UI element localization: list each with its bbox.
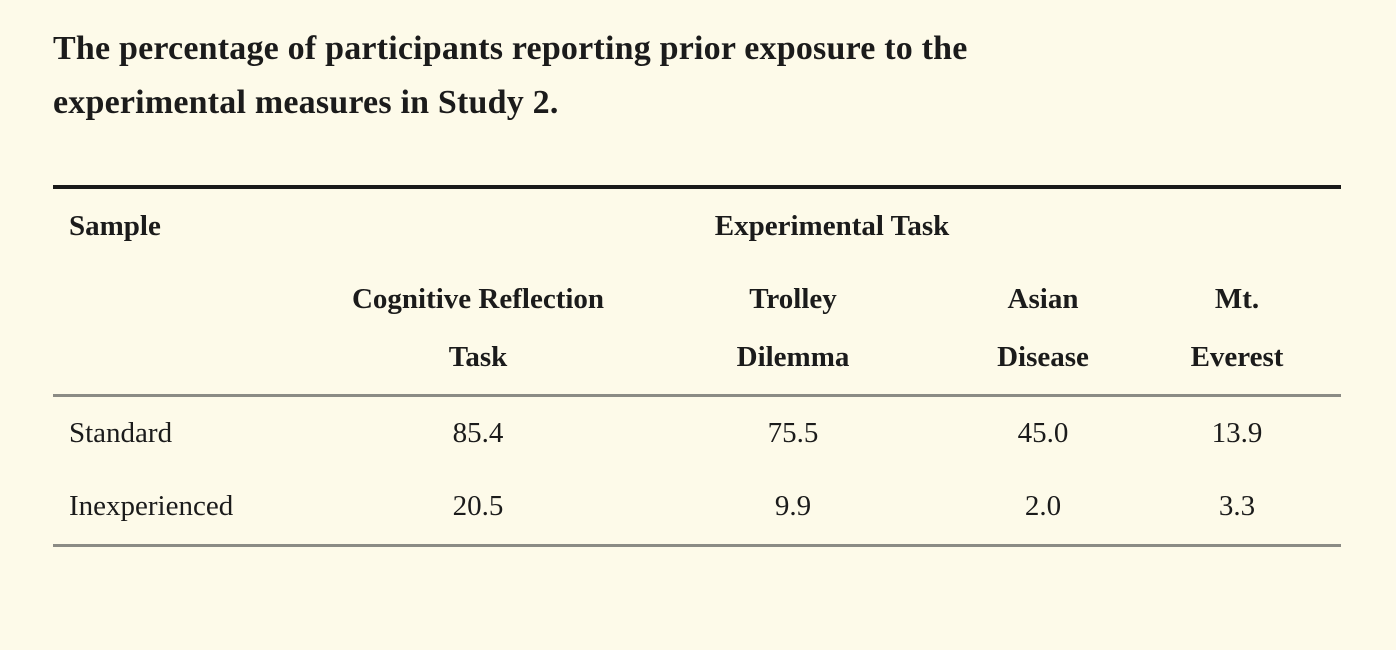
cell-value: 13.9 bbox=[1211, 416, 1263, 449]
cell-value: 75.5 bbox=[767, 416, 819, 449]
column-header-line: Disease bbox=[997, 341, 1089, 374]
column-header-line: Cognitive Reflection bbox=[351, 283, 605, 316]
cell-value: 45.0 bbox=[1017, 416, 1069, 449]
group-header: Experimental Task bbox=[714, 209, 950, 242]
table-row-inexperienced: Inexperienced 20.5 9.9 2.0 3.3 bbox=[53, 470, 1342, 545]
table-header: Sample Experimental Task Cognitive Refle… bbox=[53, 187, 1342, 395]
row-label: Inexperienced bbox=[69, 490, 234, 523]
row-label: Standard bbox=[69, 416, 173, 449]
column-header-line: Task bbox=[448, 341, 508, 374]
cell-value: 3.3 bbox=[1218, 490, 1256, 523]
cell-value: 9.9 bbox=[774, 490, 812, 523]
caption-line-1: The percentage of participants reporting… bbox=[53, 30, 968, 67]
column-header-line: Asian bbox=[1007, 283, 1079, 316]
cell-value: 20.5 bbox=[452, 490, 504, 523]
column-header-mt-everest: Mt. Everest bbox=[1133, 263, 1341, 395]
group-header-row: Sample Experimental Task bbox=[53, 187, 1342, 263]
column-header-cognitive-reflection-task: Cognitive Reflection Task bbox=[323, 263, 633, 395]
exposure-table: Sample Experimental Task Cognitive Refle… bbox=[53, 185, 1342, 547]
table-caption: The percentage of participants reporting… bbox=[53, 22, 1396, 130]
cell-value: 85.4 bbox=[452, 416, 504, 449]
column-header-line: Everest bbox=[1190, 341, 1284, 374]
table-body: Standard 85.4 75.5 45.0 13.9 Inexperienc… bbox=[53, 395, 1342, 545]
column-header-trolley-dilemma: Trolley Dilemma bbox=[633, 263, 953, 395]
stub-header: Sample bbox=[69, 209, 161, 242]
column-header-line: Trolley bbox=[749, 283, 837, 316]
table-row-standard: Standard 85.4 75.5 45.0 13.9 bbox=[53, 395, 1341, 470]
column-header-line: Mt. bbox=[1214, 283, 1260, 316]
column-header-asian-disease: Asian Disease bbox=[953, 263, 1133, 395]
stub-header-spacer bbox=[53, 263, 323, 395]
column-header-line: Dilemma bbox=[736, 341, 850, 374]
caption-line-2: experimental measures in Study 2. bbox=[53, 84, 559, 121]
cell-value: 2.0 bbox=[1024, 490, 1062, 523]
page: The percentage of participants reporting… bbox=[53, 22, 1396, 547]
column-header-row: Cognitive Reflection Task Trolley Dilemm… bbox=[53, 263, 1342, 395]
